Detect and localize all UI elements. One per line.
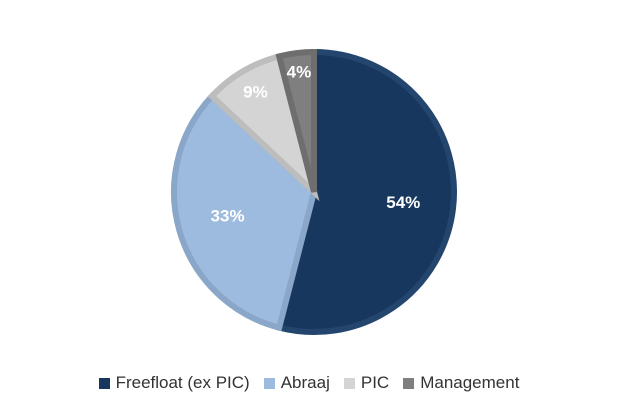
legend-label: Freefloat (ex PIC) — [115, 373, 250, 392]
pie-chart: 54% 33% 9% 4% — [171, 48, 457, 335]
legend-swatch — [403, 377, 415, 389]
pie-slice-management — [275, 48, 317, 193]
legend-label: PIC — [360, 373, 390, 392]
legend-label: Management — [420, 373, 520, 392]
legend-item-management: Management — [403, 373, 519, 393]
pie-slice-freefloat-ex-pic — [275, 48, 457, 335]
legend-label: Abraaj — [280, 373, 330, 392]
legend: Freefloat (ex PIC) Abraaj PIC Management — [0, 370, 618, 396]
legend-swatch — [98, 377, 110, 389]
pie-slice-abraaj — [171, 91, 318, 332]
data-label-abraaj: 33% — [211, 207, 245, 226]
data-label-freefloat-ex-pic: 54% — [386, 193, 420, 212]
data-label-management: 4% — [287, 62, 312, 81]
legend-item-abraaj: Abraaj — [263, 373, 330, 393]
legend-swatch — [263, 377, 275, 389]
legend-swatch — [343, 377, 355, 389]
legend-item-pic: PIC — [343, 373, 390, 393]
data-label-pic: 9% — [243, 82, 268, 101]
legend-item-freefloat-ex-pic: Freefloat (ex PIC) — [98, 373, 250, 393]
